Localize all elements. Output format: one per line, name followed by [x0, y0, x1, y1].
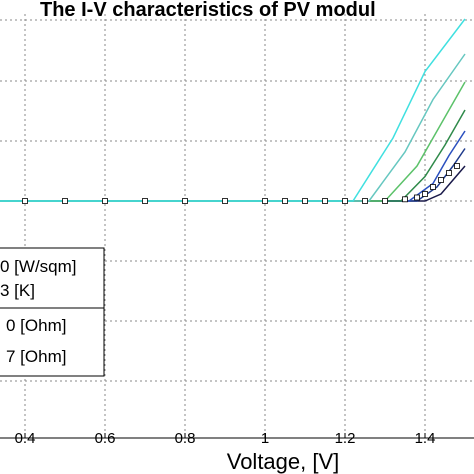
x-tick-label-0: 0.4 [15, 430, 36, 447]
x-tick-label-1: 0.6 [95, 430, 116, 447]
marker-14 [414, 194, 420, 201]
marker-8 [302, 198, 308, 204]
marker-13 [402, 196, 408, 203]
marker-9 [322, 198, 328, 204]
marker-18 [446, 170, 452, 176]
marker-19 [454, 163, 460, 169]
marker-0 [22, 198, 28, 204]
marker-15 [422, 191, 428, 197]
marker-5 [222, 198, 228, 204]
marker-11 [362, 198, 368, 204]
legend-shunt-resistance: 7 [Ohm] [6, 347, 66, 366]
series-line-6 [0, 18, 466, 202]
marker-17 [438, 177, 444, 183]
x-tick-label-5: 1.4 [415, 430, 436, 447]
marker-4 [182, 198, 188, 204]
marker-6 [262, 198, 268, 204]
marker-10 [342, 198, 348, 204]
grid [0, 14, 474, 439]
x-tick-label-2: 0.8 [175, 430, 196, 447]
marker-7 [282, 198, 288, 204]
x-tick-labels: 0.4 0.6 0.8 1 1.2 1.4 [15, 430, 436, 447]
x-axis-label: Voltage, [V] [227, 449, 340, 474]
marker-group [22, 163, 460, 204]
x-tick-label-4: 1.2 [335, 430, 356, 447]
marker-12 [382, 198, 388, 204]
marker-16 [430, 184, 436, 190]
marker-2 [102, 198, 108, 204]
marker-3 [142, 198, 148, 204]
chart-title: The I-V characteristics of PV modul [40, 0, 376, 21]
x-tick-label-3: 1 [261, 430, 269, 447]
legend-temperature: 3 [K] [0, 281, 35, 300]
legend-irradiance: 0 [W/sqm] [0, 257, 77, 276]
marker-1 [62, 198, 68, 204]
legend-series-resistance: 0 [Ohm] [6, 316, 66, 335]
legend-box [0, 247, 105, 377]
